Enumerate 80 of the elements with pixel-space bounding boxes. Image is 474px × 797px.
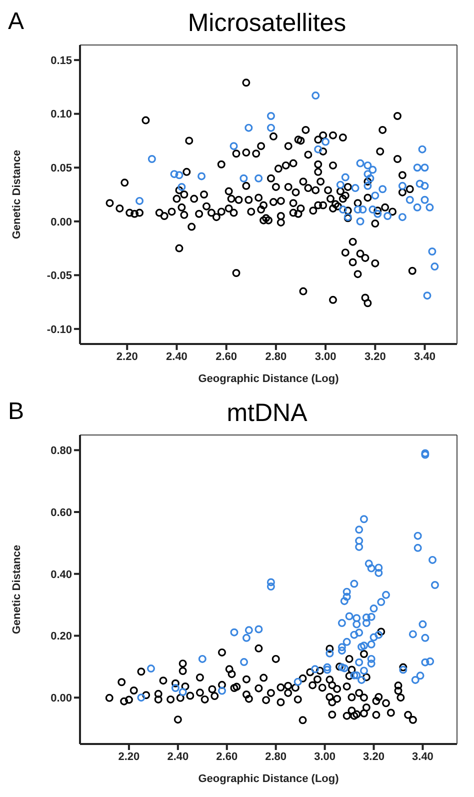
- y-tick-label: 0.20: [50, 630, 72, 643]
- point: [341, 173, 350, 182]
- point: [364, 182, 372, 190]
- point: [230, 142, 238, 150]
- point: [378, 185, 387, 194]
- point: [244, 124, 253, 132]
- point: [384, 212, 392, 220]
- point: [418, 145, 426, 154]
- chart-title: Microsatellites: [188, 9, 346, 37]
- point: [175, 171, 184, 180]
- point: [420, 196, 429, 204]
- point: [374, 210, 382, 218]
- point: [351, 184, 360, 192]
- point: [423, 292, 432, 300]
- y-tick-label: -0.10: [46, 324, 72, 336]
- x-tick-label: 2.60: [216, 750, 238, 763]
- x-tick-label: 2.80: [265, 350, 287, 363]
- x-tick-label: 3.20: [363, 750, 384, 763]
- point: [266, 124, 275, 132]
- point: [170, 170, 178, 178]
- point: [368, 166, 377, 174]
- point: [148, 155, 156, 164]
- point: [136, 196, 144, 205]
- text: A: [8, 8, 24, 36]
- y-tick-label: -0.05: [46, 270, 72, 282]
- point: [336, 180, 344, 189]
- point: [358, 206, 367, 214]
- point: [371, 192, 380, 200]
- x-tick-label: 2.60: [216, 350, 238, 363]
- point: [338, 206, 347, 214]
- point: [314, 145, 322, 154]
- y-axis-title: Genetic Distance: [10, 150, 23, 240]
- point: [240, 174, 248, 182]
- point: [356, 159, 364, 168]
- point: [356, 217, 364, 226]
- point: [413, 203, 422, 212]
- point: [198, 172, 206, 180]
- point: [416, 180, 424, 188]
- y-axis-title: Genetic Distance: [10, 544, 23, 634]
- point: [398, 182, 406, 190]
- x-tick-label: 2.20: [116, 350, 138, 363]
- y-tick-label: 0.10: [50, 108, 72, 121]
- point: [312, 92, 320, 100]
- point: [413, 164, 422, 172]
- point: [420, 182, 429, 190]
- point: [354, 206, 362, 214]
- y-tick-label: 0.15: [50, 54, 72, 67]
- y-tick-label: 0.00: [50, 692, 72, 705]
- point: [364, 161, 372, 170]
- point: [364, 170, 372, 178]
- point: [254, 174, 263, 182]
- x-tick-label: 3.00: [314, 350, 336, 363]
- x-tick-label: 3.20: [364, 350, 386, 363]
- point: [322, 138, 330, 146]
- x-tick-label: 2.80: [265, 750, 287, 763]
- x-axis-title: Geographic Distance (Log): [198, 373, 340, 385]
- point: [178, 182, 186, 191]
- x-tick-label: 3.40: [412, 750, 434, 763]
- point: [406, 196, 414, 204]
- x-tick-label: 2.20: [118, 750, 140, 763]
- x-axis-title: Geographic Distance (Log): [198, 773, 340, 785]
- point: [368, 206, 377, 214]
- x-tick-label: 2.40: [166, 350, 188, 363]
- x-tick-label: 3.40: [414, 350, 436, 363]
- point: [398, 213, 406, 222]
- y-tick-label: 0.60: [50, 506, 72, 519]
- point: [430, 262, 439, 271]
- y-tick-label: 0.05: [50, 162, 72, 175]
- point: [266, 112, 275, 120]
- chart-title: mtDNA: [226, 399, 308, 427]
- y-tick-label: 0.80: [50, 445, 72, 458]
- point: [366, 174, 374, 182]
- point: [428, 248, 436, 256]
- x-tick-label: 3.00: [314, 750, 336, 763]
- text: B: [8, 398, 24, 426]
- x-tick-label: 2.40: [167, 750, 189, 763]
- y-tick-label: 0.00: [50, 216, 72, 228]
- point: [420, 164, 429, 172]
- point: [426, 203, 434, 212]
- y-tick-label: 0.40: [50, 568, 72, 581]
